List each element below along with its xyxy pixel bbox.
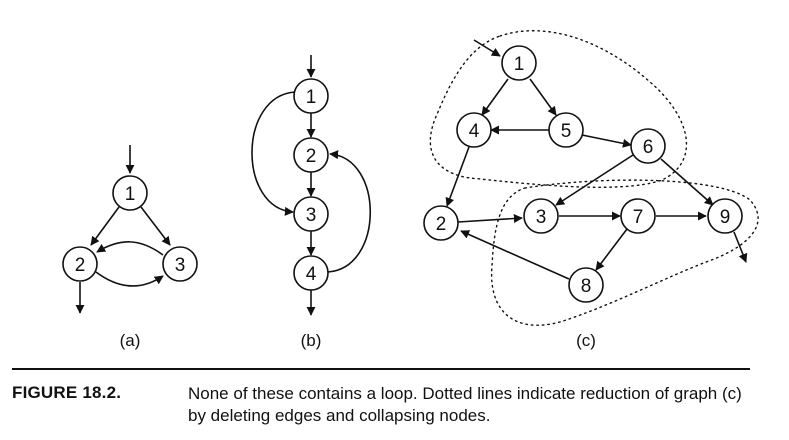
node-c-7: 7 — [620, 198, 656, 234]
panel-a: 1 2 3 (a) — [62, 145, 198, 350]
svg-text:4: 4 — [306, 264, 317, 285]
edge-c-entry — [473, 39, 501, 57]
reduction-region-lower — [490, 179, 759, 326]
svg-text:2: 2 — [75, 255, 86, 276]
node-c-5: 5 — [548, 112, 584, 148]
panel-b: 1 2 3 4 (b) — [251, 55, 371, 350]
figure-caption: None of these contains a loop. Dotted li… — [188, 384, 742, 425]
svg-text:2: 2 — [436, 214, 447, 235]
node-c-6: 6 — [630, 128, 666, 164]
figure-number: FIGURE 18.2. — [12, 383, 122, 402]
node-c-1: 1 — [501, 45, 537, 81]
edge-b-1-3 — [251, 91, 296, 216]
edge-c-5-6 — [581, 134, 632, 148]
edge-c-2-3 — [457, 214, 523, 223]
edge-c-7-8 — [595, 228, 628, 271]
edge-a-3-2 — [96, 241, 164, 256]
node-a-2: 2 — [62, 246, 98, 282]
panel-label-b: (b) — [301, 331, 322, 350]
caption-rule — [12, 368, 750, 370]
node-a-1: 1 — [112, 175, 148, 211]
node-c-8: 8 — [568, 267, 604, 303]
node-c-3: 3 — [523, 198, 559, 234]
svg-text:1: 1 — [125, 184, 136, 205]
node-b-1: 1 — [293, 78, 329, 114]
edge-a-1-3 — [140, 206, 171, 246]
svg-text:8: 8 — [581, 276, 592, 297]
svg-text:2: 2 — [306, 146, 317, 167]
svg-text:6: 6 — [643, 137, 654, 158]
svg-text:1: 1 — [306, 87, 317, 108]
panel-c: 1 4 5 6 2 3 7 9 — [423, 30, 759, 350]
panel-label-a: (a) — [120, 331, 141, 350]
svg-text:5: 5 — [561, 121, 572, 142]
svg-text:3: 3 — [306, 205, 317, 226]
svg-text:7: 7 — [633, 207, 644, 228]
reduction-region-upper — [429, 30, 688, 188]
svg-text:9: 9 — [720, 207, 731, 228]
edge-c-1-5 — [529, 78, 557, 116]
node-c-2: 2 — [423, 205, 459, 241]
edge-a-2-3 — [95, 271, 164, 287]
edge-c-4-2 — [445, 146, 470, 207]
edge-b-4-2 — [327, 150, 371, 273]
edge-c-8-2 — [460, 230, 570, 280]
node-a-3: 3 — [162, 246, 198, 282]
edge-a-1-2 — [90, 206, 120, 246]
node-b-3: 3 — [293, 196, 329, 232]
edge-c-6-3 — [555, 154, 634, 206]
node-b-2: 2 — [293, 137, 329, 173]
edge-c-exit — [733, 231, 748, 263]
panel-label-c: (c) — [576, 331, 596, 350]
figure-diagram: 1 2 3 (a) 1 2 3 — [62, 30, 759, 350]
edge-c-6-9 — [660, 158, 714, 206]
edge-c-1-4 — [481, 78, 509, 116]
node-c-4: 4 — [456, 112, 492, 148]
svg-text:1: 1 — [514, 54, 525, 75]
node-c-9: 9 — [707, 198, 743, 234]
svg-text:3: 3 — [175, 255, 186, 276]
svg-text:3: 3 — [536, 207, 547, 228]
node-b-4: 4 — [293, 255, 329, 291]
svg-text:4: 4 — [469, 121, 480, 142]
